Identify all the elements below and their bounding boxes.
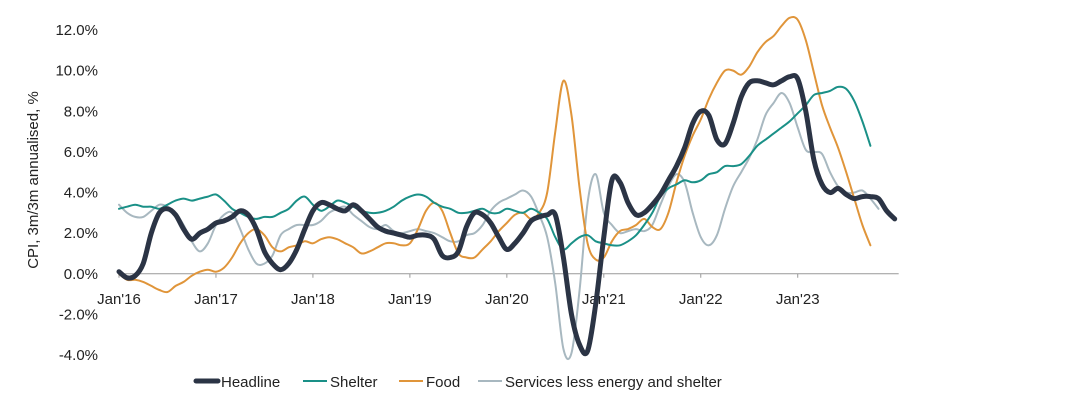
- x-tick-label: Jan'17: [194, 291, 238, 308]
- x-tick-label: Jan'21: [582, 291, 626, 308]
- x-tick-label: Jan'23: [776, 291, 820, 308]
- x-axis-ticks: Jan'16 Jan'17 Jan'18 Jan'19 Jan'20 Jan'21 Jan'…: [97, 273, 820, 308]
- y-tick-label: 0.0%: [64, 266, 98, 283]
- legend-item-shelter: Shelter: [303, 374, 378, 391]
- y-tick-label: 10.0%: [55, 63, 98, 80]
- y-tick-label: 4.0%: [64, 185, 98, 202]
- y-axis-title: CPI, 3m/3m annualised, %: [25, 91, 42, 269]
- series-line-headline: [116, 72, 898, 357]
- x-tick-label: Jan'20: [485, 291, 529, 308]
- series-lines: [116, 16, 898, 361]
- legend-label-shelter: Shelter: [330, 374, 378, 391]
- series-line-food: [118, 16, 872, 294]
- legend-label-services: Services less energy and shelter: [505, 374, 722, 391]
- legend: Headline Shelter Food Services less ener…: [193, 374, 722, 391]
- y-tick-label: 12.0%: [55, 22, 98, 39]
- series-line-shelter: [118, 85, 872, 251]
- x-tick-label: Jan'16: [97, 291, 141, 308]
- legend-item-services: Services less energy and shelter: [478, 374, 722, 391]
- x-tick-label: Jan'22: [679, 291, 723, 308]
- series-line-services-less-energy-and-shelter: [118, 92, 880, 361]
- legend-item-food: Food: [399, 374, 460, 391]
- y-tick-label: -4.0%: [59, 347, 98, 364]
- y-axis-ticks: -4.0% -2.0% 0.0% 2.0% 4.0% 6.0% 8.0% 10.0% 12.0%: [55, 22, 98, 364]
- y-tick-label: 8.0%: [64, 103, 98, 120]
- y-tick-label: 6.0%: [64, 144, 98, 161]
- legend-label-food: Food: [426, 374, 460, 391]
- y-tick-label: 2.0%: [64, 225, 98, 242]
- y-tick-label: -2.0%: [59, 306, 98, 323]
- x-tick-label: Jan'19: [388, 291, 432, 308]
- legend-label-headline: Headline: [221, 374, 280, 391]
- x-tick-label: Jan'18: [291, 291, 335, 308]
- legend-item-headline: Headline: [193, 374, 280, 391]
